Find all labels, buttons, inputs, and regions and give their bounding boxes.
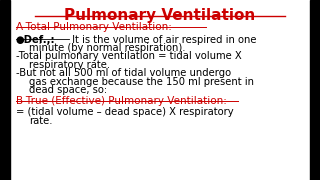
Text: respiratory rate.: respiratory rate. [29, 60, 110, 70]
Text: B-True (Effective) Pulmonary Ventilation:: B-True (Effective) Pulmonary Ventilation… [16, 96, 227, 106]
Text: A-Total Pulmonary Ventilation:: A-Total Pulmonary Ventilation: [16, 22, 172, 33]
Text: gas exchange because the 150 ml present in: gas exchange because the 150 ml present … [29, 76, 254, 87]
Text: rate.: rate. [29, 116, 52, 126]
Text: -Total pulmonary ventilation = tidal volume X: -Total pulmonary ventilation = tidal vol… [16, 51, 242, 61]
Text: dead space, so:: dead space, so: [29, 85, 107, 95]
Text: minute (by normal respiration).: minute (by normal respiration). [29, 43, 185, 53]
Text: ●Def.,:: ●Def.,: [16, 35, 56, 45]
Text: Pulmonary Ventilation: Pulmonary Ventilation [64, 8, 256, 23]
Bar [310, 0, 320, 180]
Text: It is the volume of air respired in one: It is the volume of air respired in one [69, 35, 256, 45]
Bar [0, 0, 10, 180]
Text: -But not all 500 ml of tidal volume undergo: -But not all 500 ml of tidal volume unde… [16, 68, 231, 78]
Text: = (tidal volume – dead space) X respiratory: = (tidal volume – dead space) X respirat… [16, 107, 234, 117]
